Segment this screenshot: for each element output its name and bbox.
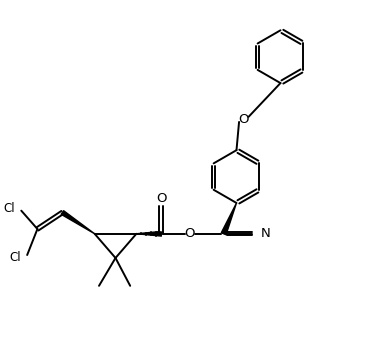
Text: O: O <box>185 227 195 240</box>
Text: Cl: Cl <box>9 251 21 264</box>
Polygon shape <box>221 203 236 235</box>
Text: O: O <box>239 113 249 125</box>
Text: Cl: Cl <box>3 202 15 215</box>
Text: O: O <box>156 192 167 206</box>
Polygon shape <box>61 211 95 234</box>
Polygon shape <box>137 232 160 236</box>
Text: N: N <box>261 227 270 240</box>
